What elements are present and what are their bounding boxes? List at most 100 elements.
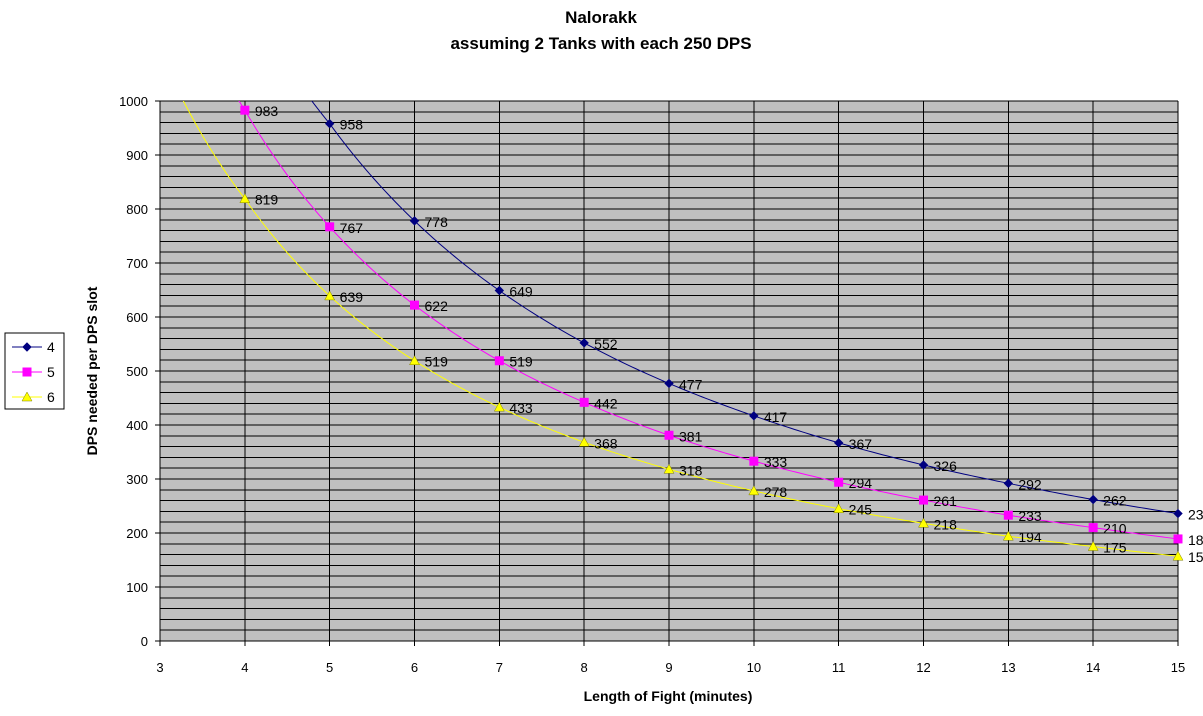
y-axis-title: DPS needed per DPS slot <box>84 286 100 455</box>
x-tick-label: 8 <box>581 660 588 675</box>
y-tick-label: 900 <box>126 148 148 163</box>
y-tick-label: 800 <box>126 202 148 217</box>
legend-box <box>4 332 65 410</box>
data-point <box>1087 540 1099 551</box>
series-line-4 <box>311 101 1178 515</box>
data-label: 477 <box>679 376 703 392</box>
series-line-5 <box>238 101 1178 540</box>
chart-title: Nalorakk <box>565 8 637 27</box>
data-point <box>749 411 759 421</box>
legend-marker <box>21 391 33 402</box>
data-point <box>493 401 505 412</box>
data-label: 278 <box>764 484 788 500</box>
legend-item-5: 5 <box>12 364 55 380</box>
y-tick-label: 0 <box>141 634 148 649</box>
data-label: 157 <box>1188 549 1203 565</box>
y-tick-label: 1000 <box>119 94 148 109</box>
y-tick-label: 300 <box>126 472 148 487</box>
data-label: 294 <box>849 475 873 491</box>
data-point <box>834 477 844 487</box>
x-tick-label: 12 <box>916 660 930 675</box>
data-point <box>1003 478 1014 489</box>
data-label: 819 <box>255 192 279 208</box>
data-point <box>748 485 760 496</box>
data-label: 318 <box>679 462 703 478</box>
x-tick-label: 6 <box>411 660 418 675</box>
data-point <box>324 118 335 129</box>
data-label: 333 <box>764 454 788 470</box>
y-tick-label: 400 <box>126 418 148 433</box>
x-axis-title: Length of Fight (minutes) <box>584 688 753 704</box>
data-point <box>324 290 336 301</box>
data-label: 639 <box>340 289 364 305</box>
data-point <box>918 517 929 528</box>
axes: 0 100 200 300 400 500 600 700 800 900 1000 3 4 5 6 7 8 9 1… <box>119 94 1185 675</box>
data-point <box>664 430 674 440</box>
data-label: 767 <box>340 220 364 236</box>
x-tick-label: 4 <box>241 660 248 675</box>
data-label: 326 <box>934 458 958 474</box>
legend-marker <box>22 367 32 377</box>
data-label: 552 <box>594 336 618 352</box>
data-label: 381 <box>679 428 703 444</box>
y-tick-label: 600 <box>126 310 148 325</box>
x-tick-label: 15 <box>1171 660 1185 675</box>
data-label: 210 <box>1103 521 1127 537</box>
data-point <box>409 216 420 226</box>
data-point <box>1173 534 1183 544</box>
data-point <box>833 438 844 448</box>
data-label: 262 <box>1103 493 1127 509</box>
data-label: 189 <box>1188 532 1203 548</box>
x-tick-label: 7 <box>496 660 503 675</box>
data-point <box>239 193 251 203</box>
data-label: 367 <box>849 436 873 452</box>
series-5 <box>238 101 1183 544</box>
data-point <box>918 460 929 470</box>
x-tick-label: 13 <box>1001 660 1015 675</box>
data-point <box>1088 523 1098 533</box>
data-point <box>494 356 504 366</box>
data-point <box>578 436 590 447</box>
data-point <box>749 456 759 466</box>
data-point <box>919 495 928 505</box>
data-label: 442 <box>594 395 618 411</box>
data-labels: 958 778 649 552 477 417 367 326 292 262 236 983 767 6… <box>255 103 1203 565</box>
y-tick-label: 200 <box>126 526 148 541</box>
data-point <box>1173 508 1183 519</box>
data-point <box>494 285 505 296</box>
x-tick-label: 14 <box>1086 660 1100 675</box>
data-label: 368 <box>594 435 618 451</box>
data-label: 292 <box>1018 476 1042 492</box>
data-label: 649 <box>509 284 533 300</box>
x-tick-label: 9 <box>665 660 672 675</box>
legend-item-6: 6 <box>12 389 55 405</box>
legend-label: 5 <box>47 364 55 380</box>
data-point <box>325 222 335 232</box>
data-point <box>1002 530 1014 541</box>
y-tick-label: 500 <box>126 364 148 379</box>
series-layer <box>182 101 1184 561</box>
data-point <box>240 105 250 115</box>
series-6 <box>182 101 1184 561</box>
data-point <box>1172 550 1184 561</box>
data-label: 261 <box>934 493 958 509</box>
y-tick-label: 100 <box>126 580 148 595</box>
data-label: 519 <box>425 354 449 370</box>
data-label: 417 <box>764 409 788 425</box>
x-tick-label: 11 <box>832 660 846 675</box>
y-tick-label: 700 <box>126 256 148 271</box>
data-point <box>833 503 845 513</box>
data-label: 622 <box>425 298 449 314</box>
data-label: 778 <box>425 214 449 230</box>
data-point <box>410 300 419 310</box>
data-label: 433 <box>509 400 533 416</box>
data-point <box>1003 510 1013 520</box>
data-label: 218 <box>934 516 958 532</box>
data-label: 194 <box>1018 529 1042 545</box>
data-point <box>579 338 589 348</box>
data-point <box>579 397 589 407</box>
data-label: 233 <box>1018 508 1042 524</box>
data-label: 236 <box>1188 507 1203 523</box>
data-point <box>1088 494 1098 505</box>
